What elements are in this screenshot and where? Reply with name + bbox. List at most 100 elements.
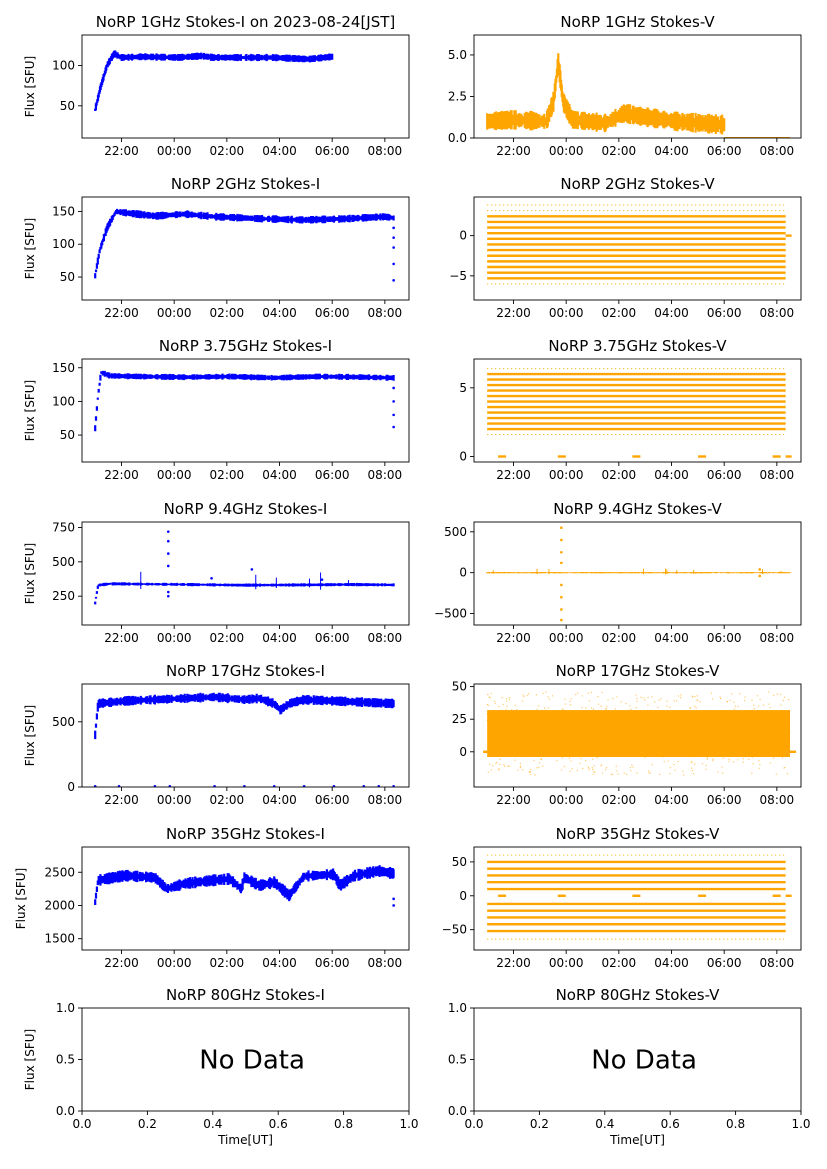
- noise-point: [514, 759, 516, 761]
- x-tick-label: 08:00: [368, 306, 403, 320]
- x-axis-label: Time[UT]: [609, 1133, 665, 1147]
- y-tick-label: 50: [60, 99, 75, 113]
- noise-point: [519, 762, 522, 765]
- noise-point: [541, 725, 543, 727]
- noise-point: [544, 709, 546, 711]
- noise-point: [649, 716, 652, 718]
- noise-point: [712, 759, 714, 762]
- noise-point: [523, 695, 525, 698]
- x-tick-label: 00:00: [157, 793, 192, 807]
- noise-point: [693, 739, 696, 741]
- noise-point: [729, 721, 732, 723]
- noise-point: [659, 750, 661, 752]
- outlier-point: [213, 785, 216, 787]
- outlier-point: [560, 608, 563, 611]
- noise-point: [768, 703, 770, 705]
- noise-point: [706, 757, 708, 759]
- noise-point: [533, 759, 535, 762]
- x-tick-label: 22:00: [496, 144, 531, 158]
- panel-title: NoRP 80GHz Stokes-I: [166, 986, 325, 1004]
- noise-point: [590, 691, 593, 694]
- noise-point: [508, 765, 510, 767]
- noise-point: [494, 702, 496, 705]
- noise-point: [600, 713, 602, 715]
- noise-point: [778, 733, 780, 736]
- axes-frame: [473, 34, 802, 139]
- noise-point: [552, 743, 554, 745]
- noise-point: [601, 691, 603, 694]
- noise-point: [696, 695, 698, 697]
- noise-point: [726, 701, 729, 703]
- noise-point: [580, 722, 582, 724]
- panel-title: NoRP 9.4GHz Stokes-I: [164, 500, 328, 518]
- noise-point: [669, 773, 671, 775]
- noise-point: [500, 722, 502, 725]
- noise-point: [677, 720, 679, 722]
- noise-point: [650, 730, 653, 733]
- noise-point: [592, 770, 595, 773]
- noise-point: [568, 757, 571, 759]
- x-tick-label: 00:00: [549, 631, 584, 645]
- noise-point: [655, 733, 657, 735]
- noise-point: [630, 744, 632, 747]
- noise-point: [693, 705, 696, 708]
- outlier-point: [166, 564, 170, 568]
- noise-point: [677, 711, 679, 714]
- noise-point: [487, 771, 490, 773]
- panel-3: NoRP 2GHz Stokes-V 22:00 00:00 02:00 04:00 06…: [449, 175, 802, 320]
- noise-point: [695, 707, 697, 709]
- noise-point: [582, 767, 584, 770]
- noise-point: [658, 752, 660, 754]
- y-tick-label: 50: [60, 270, 75, 284]
- noise-point: [640, 722, 642, 724]
- noise-point: [625, 732, 628, 734]
- noise-point: [737, 749, 739, 751]
- noise-point: [574, 737, 576, 740]
- noise-point: [600, 729, 602, 732]
- noise-point: [610, 735, 612, 737]
- panel-13: NoRP 80GHz Stokes-V No Data 0.0 0.2 0.4 0.6 0.…: [448, 986, 811, 1147]
- noise-point: [762, 704, 765, 706]
- y-axis-label: Flux [SFU]: [14, 868, 28, 929]
- noise-point: [737, 705, 739, 708]
- noise-point: [721, 709, 723, 712]
- axes-frame: [81, 683, 410, 788]
- noise-point: [645, 740, 647, 743]
- noise-point: [669, 706, 671, 709]
- noise-point: [784, 725, 787, 728]
- outlier-point: [243, 785, 246, 787]
- noise-point: [780, 743, 783, 745]
- y-tick-label: 5: [459, 381, 467, 395]
- noise-point: [691, 769, 694, 772]
- noise-point: [605, 768, 607, 771]
- noise-point: [584, 737, 587, 739]
- outlier-point: [166, 594, 170, 598]
- noise-point: [612, 698, 614, 700]
- noise-point: [506, 705, 508, 707]
- panel-12: NoRP 80GHz Stokes-I No Data 0.0 0.2 0.4 0.6 0.…: [23, 986, 419, 1147]
- noise-point: [487, 704, 490, 706]
- noise-point: [630, 708, 632, 710]
- y-tick-label: 150: [52, 361, 75, 375]
- noise-point: [518, 710, 521, 712]
- noise-point: [669, 766, 672, 769]
- noise-point: [699, 701, 701, 703]
- panel-title: NoRP 3.75GHz Stokes-V: [548, 337, 727, 355]
- noise-point: [518, 744, 521, 746]
- noise-point: [667, 760, 670, 762]
- noise-point: [788, 750, 790, 753]
- noise-point: [619, 718, 622, 721]
- noise-point: [517, 734, 519, 737]
- noise-point: [581, 706, 583, 709]
- noise-point: [607, 751, 610, 753]
- x-tick-label: 04:00: [262, 144, 297, 158]
- noise-point: [528, 693, 530, 695]
- noise-point: [501, 745, 504, 747]
- x-tick-label: 02:00: [602, 956, 637, 970]
- noise-point: [630, 769, 632, 772]
- noise-point: [509, 734, 512, 736]
- noise-point: [546, 725, 549, 727]
- noise-point: [570, 698, 572, 700]
- noise-point: [683, 717, 686, 719]
- noise-point: [564, 698, 566, 701]
